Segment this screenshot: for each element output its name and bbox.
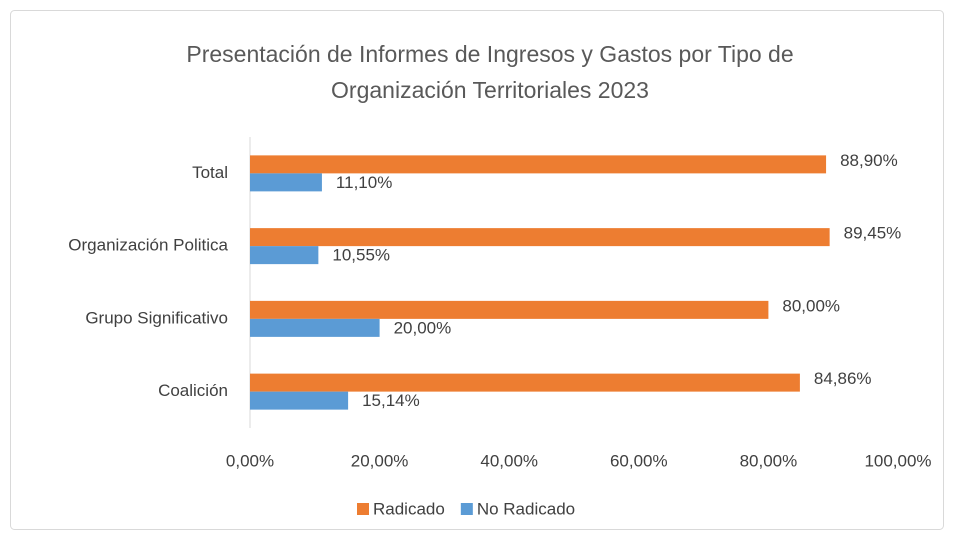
data-label: 20,00% [394,318,452,337]
data-label: 88,90% [840,151,898,170]
y-tick-label: Organización Politica [68,236,228,255]
bar [250,391,349,410]
x-tick-label: 60,00% [610,451,668,470]
data-label: 15,14% [362,391,420,410]
bar [250,228,830,247]
data-label: 80,00% [782,296,840,315]
y-tick-label: Total [192,163,228,182]
chart-frame [10,10,944,530]
data-label: 11,10% [336,173,392,192]
data-label: 89,45% [844,224,902,243]
x-tick-label: 80,00% [740,451,798,470]
bar [250,373,800,392]
bar [250,173,322,192]
y-tick-label: Grupo Significativo [85,308,228,327]
bar [250,155,827,174]
x-tick-label: 40,00% [480,451,538,470]
data-label: 10,55% [332,246,390,265]
bar [250,300,769,319]
bar [250,318,380,337]
x-tick-label: 20,00% [351,451,409,470]
x-tick-label: 100,00% [864,451,931,470]
legend-label: Radicado [373,499,445,518]
legend-label: No Radicado [477,499,575,518]
chart-title: Presentación de Informes de Ingresos y G… [186,41,794,103]
x-tick-label: 0,00% [226,451,274,470]
data-label: 84,86% [814,369,872,388]
legend-swatch [357,503,369,515]
bar [250,246,319,265]
y-tick-label: Coalición [158,381,228,400]
legend-swatch [460,503,473,515]
